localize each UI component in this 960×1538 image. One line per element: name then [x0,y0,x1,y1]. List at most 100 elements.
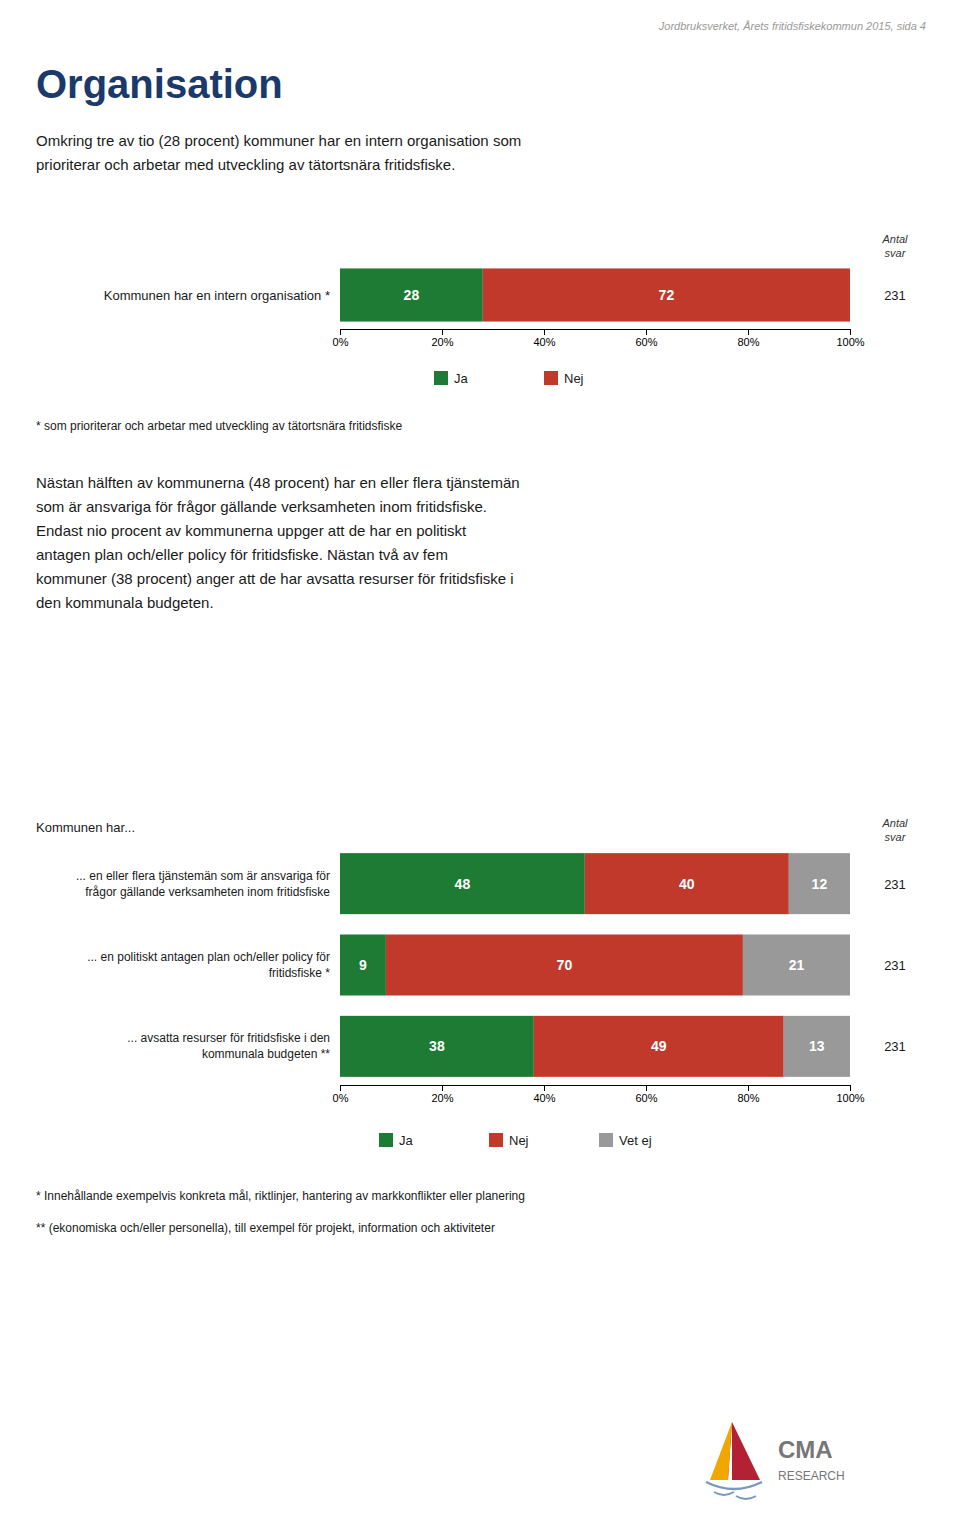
tick: 20% [431,329,453,348]
bar [789,853,850,914]
bar [340,268,483,321]
count-value-line: 231 [884,288,906,303]
bar [784,1016,850,1077]
data-labels: 28 72 [404,287,675,303]
intro-text-line: prioriterar och arbetar med utveckling a… [36,156,455,173]
row-label-line: ... avsatta resurser för fritidsfiske i … [127,1031,330,1045]
bar [340,1016,534,1077]
row-label: ... en politiskt antagen plan och/eller … [87,950,330,980]
data-label: 40 [679,876,695,892]
logo-wave [714,1492,756,1499]
bars [340,853,850,1077]
tick-label: 100% [836,1092,864,1104]
tick-label: 60% [635,1092,657,1104]
tick-label: 0% [333,336,349,348]
tick: 20% [431,1085,453,1104]
data-label: 13 [809,1038,825,1054]
count-value: 231 [884,288,906,303]
footnote: ** (ekonomiska och/eller personella), ti… [36,1221,495,1235]
x-axis: 0% 20% 40% 60% 80% 100% [333,1085,865,1104]
chart-title: Kommunen har... [36,820,135,835]
bar [340,934,386,995]
title-line: Organisation [36,62,283,106]
tick-mark [442,1085,443,1091]
data-label: 49 [651,1038,667,1054]
footnote-line: * som prioriterar och arbetar med utveck… [36,419,402,433]
tick: 40% [533,329,555,348]
legend-swatch [379,1133,393,1147]
tick: 0% [333,329,349,348]
page-header: Jordbruksverket, Årets fritidsfiskekommu… [658,20,926,32]
data-label: 72 [659,287,675,303]
legend-label: Vet ej [619,1133,652,1148]
tick-mark [544,1085,545,1091]
bar [534,1016,784,1077]
count-header-line: Antal [881,817,908,829]
count-header-line: svar [885,247,907,259]
middle-text-line: kommuner (38 procent) anger att de har a… [36,570,514,587]
count-value: 231 [884,876,906,891]
tick: 60% [635,329,657,348]
row-label: Kommunen har en intern organisation * [104,288,330,303]
page: Jordbruksverket, Årets fritidsfiskekommu… [0,0,960,1538]
legend-swatch [489,1133,503,1147]
tick: 0% [333,1085,349,1104]
row-label-line: ... en politiskt antagen plan och/eller … [87,950,330,964]
logo-sail [732,1422,760,1480]
legend-swatch [599,1133,613,1147]
legend-item: Vet ej [599,1133,652,1148]
row-label-line: frågor gällande verksamheten inom fritid… [85,885,330,899]
legend-swatch [434,371,448,385]
count-value-line: 231 [884,1039,906,1054]
tick-mark [748,1085,749,1091]
legend-label: Ja [399,1133,414,1148]
tick-label: 80% [737,1092,759,1104]
count-value: 231 [884,958,906,973]
bars [340,268,850,321]
tick-label: 100% [836,336,864,348]
logo-sail [710,1422,732,1480]
count-value-line: 231 [884,958,906,973]
middle-text-line: den kommunala budgeten. [36,594,214,611]
tick-label: 40% [533,336,555,348]
data-label: 70 [557,957,573,973]
bar [483,268,850,321]
logo-hull [706,1482,762,1489]
data-label: 38 [429,1038,445,1054]
intro-text: Omkring tre av tio (28 procent) kommuner… [36,132,521,173]
tick: 100% [836,1085,864,1104]
tick-mark [646,329,647,335]
tick-mark [850,329,851,335]
legend-label: Nej [564,371,584,386]
tick-mark [340,1085,341,1091]
x-axis: 0% 20% 40% 60% 80% 100% [333,329,865,348]
legend: JaNejVet ej [379,1133,652,1148]
tick-label: 0% [333,1092,349,1104]
data-label: 12 [812,876,828,892]
count-value: 231 [884,1039,906,1054]
tick: 80% [737,1085,759,1104]
intro-text-line: Omkring tre av tio (28 procent) kommuner… [36,132,521,149]
count-header: Antalsvar [881,817,908,843]
tick-mark [442,329,443,335]
count-value-line: 231 [884,876,906,891]
middle-text-line: Endast nio procent av kommunerna uppger … [36,522,467,539]
legend-label: Ja [454,371,469,386]
data-label: 28 [404,287,420,303]
footnote-line: * Innehållande exempelvis konkreta mål, … [36,1189,525,1203]
data-label: 48 [455,876,471,892]
data-labels: 48401297021384913 [359,876,827,1055]
tick-mark [850,1085,851,1091]
logo: CMARESEARCH [706,1422,845,1499]
legend-swatch [544,371,558,385]
footnote: * som prioriterar och arbetar med utveck… [36,419,402,433]
footnote-line: ** (ekonomiska och/eller personella), ti… [36,1221,495,1235]
tick-label: 80% [737,336,759,348]
data-label: 21 [789,957,805,973]
tick-label: 20% [431,1092,453,1104]
row-label-line: ... en eller flera tjänstemän som är ans… [76,869,330,883]
footnote: * Innehållande exempelvis konkreta mål, … [36,1189,525,1203]
tick-label: 40% [533,1092,555,1104]
tick: 40% [533,1085,555,1104]
tick-mark [646,1085,647,1091]
